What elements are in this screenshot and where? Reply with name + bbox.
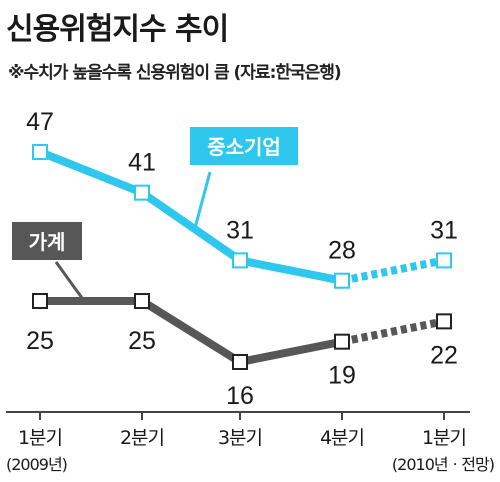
x-tick-label: 1분기 xyxy=(18,427,62,449)
series-forecast-line xyxy=(341,256,445,285)
data-label: 47 xyxy=(26,108,54,136)
data-label: 22 xyxy=(430,341,458,369)
data-label: 28 xyxy=(328,237,356,265)
x-tick-label: 2분기 xyxy=(120,427,164,449)
data-label: 16 xyxy=(226,382,254,410)
x-tick-label: 4분기 xyxy=(320,427,364,449)
data-label: 19 xyxy=(328,362,356,390)
legend-label-sme: 중소기업 xyxy=(207,135,281,159)
data-point-marker xyxy=(134,184,150,201)
data-point-marker xyxy=(134,293,150,310)
data-label: 25 xyxy=(128,327,156,355)
legend-leader-sme xyxy=(193,171,212,229)
chart-subtitle: ※수치가 높을수록 신용위험이 큼 (자료:한국은행) xyxy=(8,63,342,83)
data-label: 31 xyxy=(226,216,254,244)
series-line-household xyxy=(40,297,343,367)
series-lines: 47 41 31 28 31 25 25 16 19 22 xyxy=(26,108,458,410)
series-forecast-line xyxy=(341,317,445,346)
data-label: 25 xyxy=(26,327,54,355)
legend-label-household: 가계 xyxy=(29,230,66,254)
series-line-sme xyxy=(38,148,343,285)
data-point-marker xyxy=(32,293,48,310)
data-point-marker xyxy=(32,144,48,160)
data-point-marker xyxy=(232,252,248,269)
legend-badge-sme xyxy=(190,127,298,165)
legend-leader-household xyxy=(54,261,84,299)
data-point-marker xyxy=(334,272,350,289)
data-point-marker xyxy=(232,354,248,370)
x-axis: 1분기 (2009년) 2분기 3분기 4분기 1분기 (2010년ㆍ전망) xyxy=(6,411,495,474)
data-label: 41 xyxy=(128,149,156,177)
legend-badge-household xyxy=(12,222,82,260)
data-label: 31 xyxy=(430,216,458,244)
data-point-marker xyxy=(436,252,452,269)
data-point-marker xyxy=(436,313,452,330)
x-tick-label: 3분기 xyxy=(218,427,262,449)
data-point-marker xyxy=(334,333,350,350)
x-tick-sublabel: (2009년) xyxy=(6,455,67,474)
x-tick-label: 1분기 xyxy=(422,427,466,449)
chart-title: 신용위험지수 추이 xyxy=(6,12,229,47)
x-tick-sublabel: (2010년ㆍ전망) xyxy=(392,455,494,474)
